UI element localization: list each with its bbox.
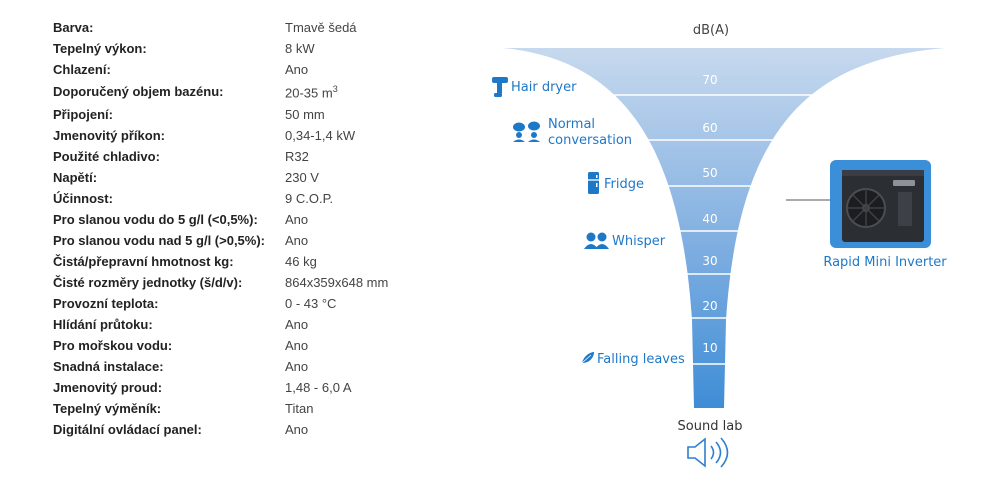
level-label: 20 [702,299,717,313]
spec-label: Digitální ovládací panel: [53,422,202,437]
reference-label-normal-conversation-line2: conversation [548,133,632,148]
spec-value: Tmavě šedá [285,20,357,35]
spec-value: Ano [285,317,309,332]
level-label: 30 [702,254,717,268]
spec-label: Doporučený objem bazénu: [53,84,224,99]
spec-value: Ano [285,212,309,227]
spec-value-superscript: 3 [332,84,338,94]
spec-value: 0,34-1,4 kW [285,128,356,143]
spec-value: 20-35 m3 [285,84,338,100]
spec-row: Pro slanou vodu nad 5 g/l (>0,5%): Ano [53,233,483,254]
spec-label: Připojení: [53,107,113,122]
spec-value: 1,48 - 6,0 A [285,380,352,395]
spec-label: Barva: [53,20,94,35]
spec-row: Napětí: 230 V [53,170,483,191]
spec-label: Jmenovitý proud: [53,380,163,395]
spec-label: Jmenovitý příkon: [53,128,165,143]
spec-value: 864x359x648 mm [285,275,389,290]
spec-value: 46 kg [285,254,317,269]
spec-row: Připojení: 50 mm [53,107,483,128]
spec-label: Účinnost: [53,191,113,206]
spec-row: Chlazení: Ano [53,62,483,83]
spec-value: Ano [285,422,309,437]
spec-value: 8 kW [285,41,315,56]
spec-value-text: 20-35 m [285,85,333,101]
spec-label: Čisté rozměry jednotky (š/d/v): [53,275,243,290]
spec-row: Čistá/přepravní hmotnost kg: 46 kg [53,254,483,275]
reference-label-falling-leaves: Falling leaves [597,352,685,367]
hair-dryer-icon [492,77,508,97]
level-label: 70 [702,73,717,87]
reference-label-fridge: Fridge [604,177,644,192]
funnel-levels: 70 60 50 40 30 20 10 [702,73,717,355]
spec-row: Tepelný výměník: Titan [53,401,483,422]
spec-row: Čisté rozměry jednotky (š/d/v): 864x359x… [53,275,483,296]
level-label: 40 [702,212,717,226]
spec-label: Pro slanou vodu do 5 g/l (<0,5%): [53,212,258,227]
product-label: Rapid Mini Inverter [823,255,947,270]
spec-value: Ano [285,359,309,374]
spec-row: Účinnost: 9 C.O.P. [53,191,483,212]
spec-label: Tepelný výkon: [53,41,147,56]
spec-row: Hlídání průtoku: Ano [53,317,483,338]
reference-label-hair-dryer: Hair dryer [511,80,577,95]
leaf-icon [581,352,594,364]
sound-lab-label: Sound lab [678,419,743,434]
speaker-icon [687,437,729,468]
spec-row: Použité chladivo: R32 [53,149,483,170]
reference-labels: Hair dryer Normal conversation Fridge Wh… [511,80,685,367]
spec-row: Jmenovitý proud: 1,48 - 6,0 A [53,380,483,401]
spec-value: 230 V [285,170,319,185]
spec-row: Provozní teplota: 0 - 43 °C [53,296,483,317]
spec-value: 50 mm [285,107,325,122]
spec-label: Pro mořskou vodu: [53,338,173,353]
spec-label: Hlídání průtoku: [53,317,153,332]
funnel-shape [503,48,945,408]
spec-label: Napětí: [53,170,98,185]
fridge-icon [588,172,599,194]
level-label: 60 [702,121,717,135]
whisper-icon [584,232,609,249]
spec-value: 0 - 43 °C [285,296,337,311]
spec-value: Titan [285,401,314,416]
spec-row: Tepelný výkon: 8 kW [53,41,483,62]
spec-value: Ano [285,62,309,77]
people-icon [513,121,540,142]
spec-label: Snadná instalace: [53,359,164,374]
spec-label: Chlazení: [53,62,111,77]
spec-value: 9 C.O.P. [285,191,334,206]
spec-value: R32 [285,149,309,164]
funnel-unit-label: dB(A) [693,23,729,38]
spec-row: Digitální ovládací panel: Ano [53,422,483,443]
product-image [830,160,931,248]
spec-row: Pro mořskou vodu: Ano [53,338,483,359]
spec-row: Snadná instalace: Ano [53,359,483,380]
spec-label: Použité chladivo: [53,149,160,164]
funnel-dividers [585,94,834,365]
spec-value: Ano [285,338,309,353]
spec-value: Ano [285,233,309,248]
spec-label: Tepelný výměník: [53,401,162,416]
level-label: 50 [702,166,717,180]
level-label: 10 [702,341,717,355]
reference-label-normal-conversation-line1: Normal [548,117,595,132]
spec-label: Pro slanou vodu nad 5 g/l (>0,5%): [53,233,266,248]
spec-row: Jmenovitý příkon: 0,34-1,4 kW [53,128,483,149]
spec-row: Doporučený objem bazénu: 20-35 m3 [53,84,483,105]
spec-label: Provozní teplota: [53,296,159,311]
spec-row: Pro slanou vodu do 5 g/l (<0,5%): Ano [53,212,483,233]
spec-label: Čistá/přepravní hmotnost kg: [53,254,234,269]
spec-row: Barva: Tmavě šedá [53,20,483,41]
reference-label-whisper: Whisper [612,234,666,249]
